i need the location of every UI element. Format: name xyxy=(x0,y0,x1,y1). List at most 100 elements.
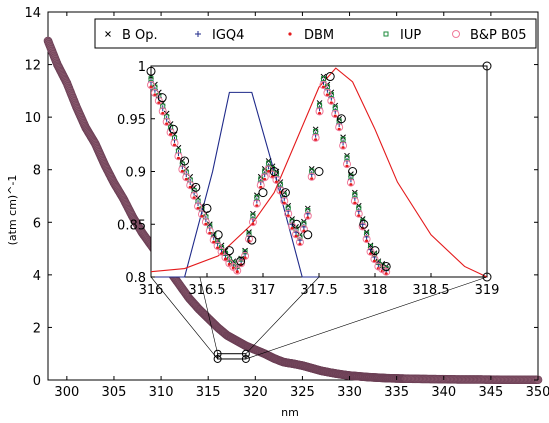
inset-x-tick-label: 318 xyxy=(363,283,388,298)
zoom-corner-marker xyxy=(213,349,222,358)
zoom-rectangle xyxy=(217,353,247,360)
legend-marker xyxy=(288,32,292,36)
inset-series-point xyxy=(349,183,353,187)
inset-series-point xyxy=(242,249,248,255)
inset-series-point xyxy=(339,141,348,150)
inset-series-point xyxy=(169,132,173,137)
inset-x-tick-label: 316.5 xyxy=(188,283,225,298)
legend-box xyxy=(94,18,537,49)
legend-marker xyxy=(452,30,460,38)
inset-series-point xyxy=(205,227,214,236)
inset-series-point xyxy=(266,160,272,166)
main-x-tick-label: 310 xyxy=(149,385,174,400)
inset-series-point xyxy=(352,192,358,198)
inset-series-point xyxy=(331,110,340,119)
inset-line-series xyxy=(150,67,488,278)
inset-series-point xyxy=(366,247,375,256)
inset-series-point xyxy=(365,239,369,243)
inset-series-point xyxy=(221,253,230,262)
inset-series-point xyxy=(233,266,242,275)
inset-series-point xyxy=(186,181,195,190)
inset-series-point xyxy=(250,213,256,219)
main-x-axis-label: nm xyxy=(281,406,299,419)
inset-series-point xyxy=(336,118,342,124)
inset-series-point xyxy=(202,203,212,213)
inset-series-point xyxy=(314,138,318,142)
inset-series-point xyxy=(277,181,283,187)
inset-series-point xyxy=(166,128,175,137)
inset-series-point xyxy=(370,255,379,264)
inset-series-point xyxy=(188,185,192,189)
inset-series-point xyxy=(192,196,196,200)
main-marks xyxy=(43,36,543,385)
inset-series-point xyxy=(158,107,167,116)
inset-series-point xyxy=(184,177,188,182)
main-x-tick-label: 325 xyxy=(290,385,315,400)
inset-y-tick-label: 0.9 xyxy=(125,166,146,181)
inset-series-point xyxy=(258,188,268,198)
inset-series-point xyxy=(306,216,310,220)
inset-series-point xyxy=(180,169,184,174)
inset-series-point xyxy=(235,270,239,274)
inset-series-point xyxy=(367,246,374,253)
legend-label: DBM xyxy=(304,28,334,43)
inset-series-point xyxy=(362,235,371,244)
legend-items: B Op. IGQ4 DBM IUP B&P B05 xyxy=(105,28,527,43)
main-x-tick-label: 320 xyxy=(243,385,268,400)
inset-series-point xyxy=(363,233,370,240)
zoom-corner-marker xyxy=(241,349,250,358)
legend-marker xyxy=(383,31,389,37)
inset-series-point xyxy=(346,178,355,187)
inset-series-point xyxy=(317,111,322,116)
legend-label: B Op. xyxy=(122,28,158,43)
inset-series-point xyxy=(263,177,267,182)
inset-series-point xyxy=(319,80,328,89)
inset-series-point xyxy=(213,230,223,240)
inset-series-point xyxy=(190,191,199,200)
zoom-corner-marker xyxy=(241,354,250,363)
inset-series-point xyxy=(273,171,279,177)
zoom-box xyxy=(213,349,250,363)
inset-series-point xyxy=(208,231,212,235)
inset-series-point xyxy=(237,259,246,268)
inset-series-point xyxy=(332,105,338,111)
inset-series-point xyxy=(191,182,201,192)
inset-series-point xyxy=(268,170,277,179)
zoom-connector-line xyxy=(150,276,218,360)
inset-series-point xyxy=(251,222,255,226)
inset-series-point xyxy=(358,222,367,231)
inset-series-point xyxy=(157,93,167,103)
inset-series-point xyxy=(321,85,326,89)
inset-series-point xyxy=(323,88,332,97)
main-x-tick-label: 340 xyxy=(431,385,456,400)
inset-series-point xyxy=(314,167,324,176)
inset-series-point xyxy=(272,175,281,184)
inset-series-point xyxy=(241,251,250,260)
main-x-tick-label: 335 xyxy=(384,385,409,400)
inset-series-point xyxy=(259,185,263,189)
inset-series-point xyxy=(292,219,302,229)
inset-series-point xyxy=(146,66,156,76)
inset-series-point xyxy=(293,229,300,236)
main-y-tick-label: 14 xyxy=(24,6,41,21)
inset-series-point xyxy=(170,139,179,148)
inset-series-point xyxy=(325,72,335,82)
inset-series-point xyxy=(359,219,369,229)
inset-series-point xyxy=(343,160,351,169)
inset-series-point xyxy=(153,93,157,97)
zoom-connector-line xyxy=(245,276,320,354)
inset-series-point xyxy=(340,136,346,142)
inset-series-point xyxy=(350,197,359,206)
inset-series-point xyxy=(320,76,326,82)
inset-series-point xyxy=(303,230,313,240)
inset-y-tick-label: 0.85 xyxy=(117,218,146,233)
inset-series-point xyxy=(303,211,312,220)
inset-series-point xyxy=(247,235,257,245)
inset-series-point xyxy=(348,173,354,179)
inset-series-point xyxy=(162,117,171,126)
inset-y-tick-label: 0.8 xyxy=(125,271,146,286)
inset-series-point xyxy=(304,210,311,217)
legend-label: B&P B05 xyxy=(470,28,527,43)
inset-series-point xyxy=(482,61,492,71)
inset-line-series xyxy=(151,91,319,278)
